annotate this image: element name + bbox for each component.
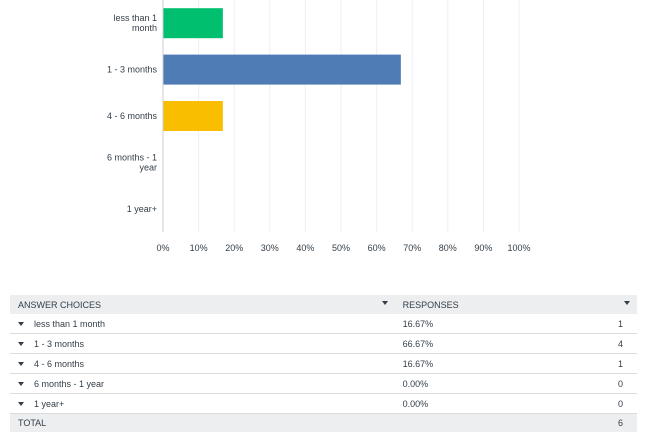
choice-cell: 1 - 3 months — [10, 333, 395, 354]
percent-cell: 66.67% — [394, 333, 610, 354]
x-tick-label: 40% — [296, 243, 314, 253]
category-label: 1 year+ — [127, 204, 157, 214]
expand-caret-icon[interactable] — [18, 401, 24, 406]
choice-label: 1 - 3 months — [34, 338, 85, 349]
percent-cell: 0.00% — [394, 373, 610, 394]
total-count: 6 — [609, 413, 637, 432]
choice-label: 6 months - 1 year — [34, 378, 105, 389]
x-tick-label: 20% — [225, 243, 243, 253]
percent-cell: 16.67% — [394, 314, 610, 334]
x-tick-labels: 0% 10% 20% 30% 40% 50% 60% 70% 80% 90% 100% — [156, 243, 530, 253]
category-label-line: 1 year+ — [127, 204, 157, 214]
percent-cell: 0.00% — [394, 393, 610, 414]
table-row: 4 - 6 months 16.67% 1 — [10, 353, 637, 374]
bar-chart: less than 1 month 1 - 3 months 4 - 6 months… — [107, 0, 531, 253]
x-tick-label: 50% — [332, 243, 350, 253]
count-cell: 0 — [609, 373, 637, 394]
chart-bars — [163, 8, 401, 131]
x-tick-label: 0% — [156, 243, 169, 253]
x-tick-label: 80% — [439, 243, 457, 253]
expand-caret-icon[interactable] — [18, 341, 24, 346]
table-row: 1 - 3 months 66.67% 4 — [10, 333, 637, 354]
bar[interactable] — [163, 8, 223, 39]
sort-caret-icon[interactable] — [381, 301, 388, 305]
choice-label: 4 - 6 months — [34, 358, 85, 369]
expand-caret-icon[interactable] — [18, 361, 24, 366]
table-row: less than 1 month 16.67% 1 — [10, 314, 637, 334]
percent-cell: 16.67% — [394, 353, 610, 374]
count-cell: 0 — [609, 393, 637, 414]
table-header-row: ANSWER CHOICES RESPONSES — [10, 295, 637, 314]
answer-choices-header-label: ANSWER CHOICES — [18, 299, 102, 310]
responses-header[interactable]: RESPONSES — [394, 295, 637, 314]
category-label-line: month — [132, 23, 157, 33]
count-cell: 4 — [609, 333, 637, 354]
x-tick-label: 30% — [261, 243, 279, 253]
total-row: TOTAL 6 — [10, 413, 637, 432]
expand-caret-icon[interactable] — [18, 321, 24, 326]
choice-label: 1 year+ — [34, 398, 65, 409]
category-label: less than 1 month — [113, 13, 157, 33]
category-label-line: 1 - 3 months — [107, 65, 158, 75]
results-table: ANSWER CHOICES RESPONSES less than 1 mon… — [10, 295, 637, 432]
category-label-line: 6 months - 1 — [107, 152, 157, 162]
bar[interactable] — [163, 101, 223, 131]
category-label: 4 - 6 months — [107, 111, 158, 121]
bar[interactable] — [163, 54, 401, 85]
count-cell: 1 — [609, 353, 637, 374]
category-label: 6 months - 1 year — [107, 152, 157, 172]
choice-cell: 4 - 6 months — [10, 353, 395, 374]
answer-choices-header[interactable]: ANSWER CHOICES — [10, 295, 395, 314]
category-label-line: less than 1 — [113, 13, 157, 23]
category-labels: less than 1 month 1 - 3 months 4 - 6 months… — [107, 13, 158, 214]
table-row: 6 months - 1 year 0.00% 0 — [10, 373, 637, 394]
x-tick-label: 100% — [507, 243, 530, 253]
chart-grid — [162, 0, 520, 232]
table-row: 1 year+ 0.00% 0 — [10, 393, 637, 414]
category-label-line: 4 - 6 months — [107, 111, 158, 121]
choice-cell: less than 1 month — [10, 314, 395, 334]
x-tick-label: 70% — [403, 243, 421, 253]
sort-caret-icon[interactable] — [624, 301, 630, 305]
choice-cell: 1 year+ — [10, 393, 395, 414]
responses-header-label: RESPONSES — [402, 299, 459, 310]
expand-caret-icon[interactable] — [18, 381, 24, 386]
x-tick-label: 90% — [474, 243, 492, 253]
count-cell: 1 — [609, 314, 637, 334]
x-tick-label: 60% — [368, 243, 386, 253]
choice-label: less than 1 month — [34, 318, 106, 329]
total-spacer — [394, 413, 610, 432]
category-label: 1 - 3 months — [107, 65, 158, 75]
total-label: TOTAL — [10, 413, 395, 432]
choice-cell: 6 months - 1 year — [10, 373, 395, 394]
x-tick-label: 10% — [190, 243, 208, 253]
category-label-line: year — [139, 162, 157, 172]
